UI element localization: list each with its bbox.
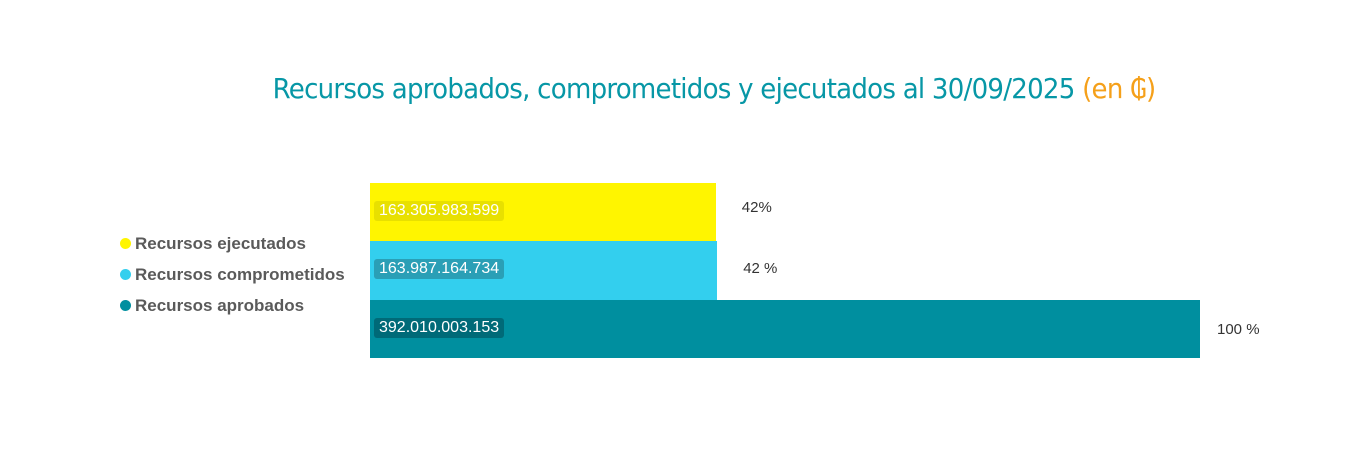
legend-dot-icon	[120, 269, 131, 280]
data-label: 163.305.983.599	[374, 201, 505, 221]
legend-label: Recursos aprobados	[135, 295, 305, 315]
legend-dot-icon	[120, 300, 131, 311]
legend: Recursos ejecutados Recursos comprometid…	[120, 228, 345, 321]
bar-comprometidos[interactable]: 163.987.164.734	[370, 241, 718, 300]
percent-label: 42 %	[743, 260, 778, 277]
bar-ejecutados[interactable]: 163.305.983.599	[370, 183, 716, 241]
legend-item[interactable]: Recursos ejecutados	[120, 228, 345, 259]
legend-dot-icon	[120, 238, 131, 249]
legend-item[interactable]: Recursos aprobados	[120, 290, 345, 321]
legend-label: Recursos comprometidos	[135, 264, 345, 284]
data-label: 163.987.164.734	[374, 259, 505, 279]
bar-aprobados[interactable]: 392.010.003.153	[370, 300, 1200, 358]
chart-title-unit: (en ₲)	[1082, 72, 1156, 105]
legend-item[interactable]: Recursos comprometidos	[120, 259, 345, 290]
data-label: 392.010.003.153	[374, 318, 505, 338]
chart-title-text: Recursos aprobados, comprometidos y ejec…	[272, 72, 1076, 105]
percent-label: 42%	[741, 199, 772, 216]
legend-label: Recursos ejecutados	[135, 233, 307, 253]
chart-title: Recursos aprobados, comprometidos y ejec…	[50, 72, 1366, 105]
percent-label: 100 %	[1217, 321, 1260, 338]
